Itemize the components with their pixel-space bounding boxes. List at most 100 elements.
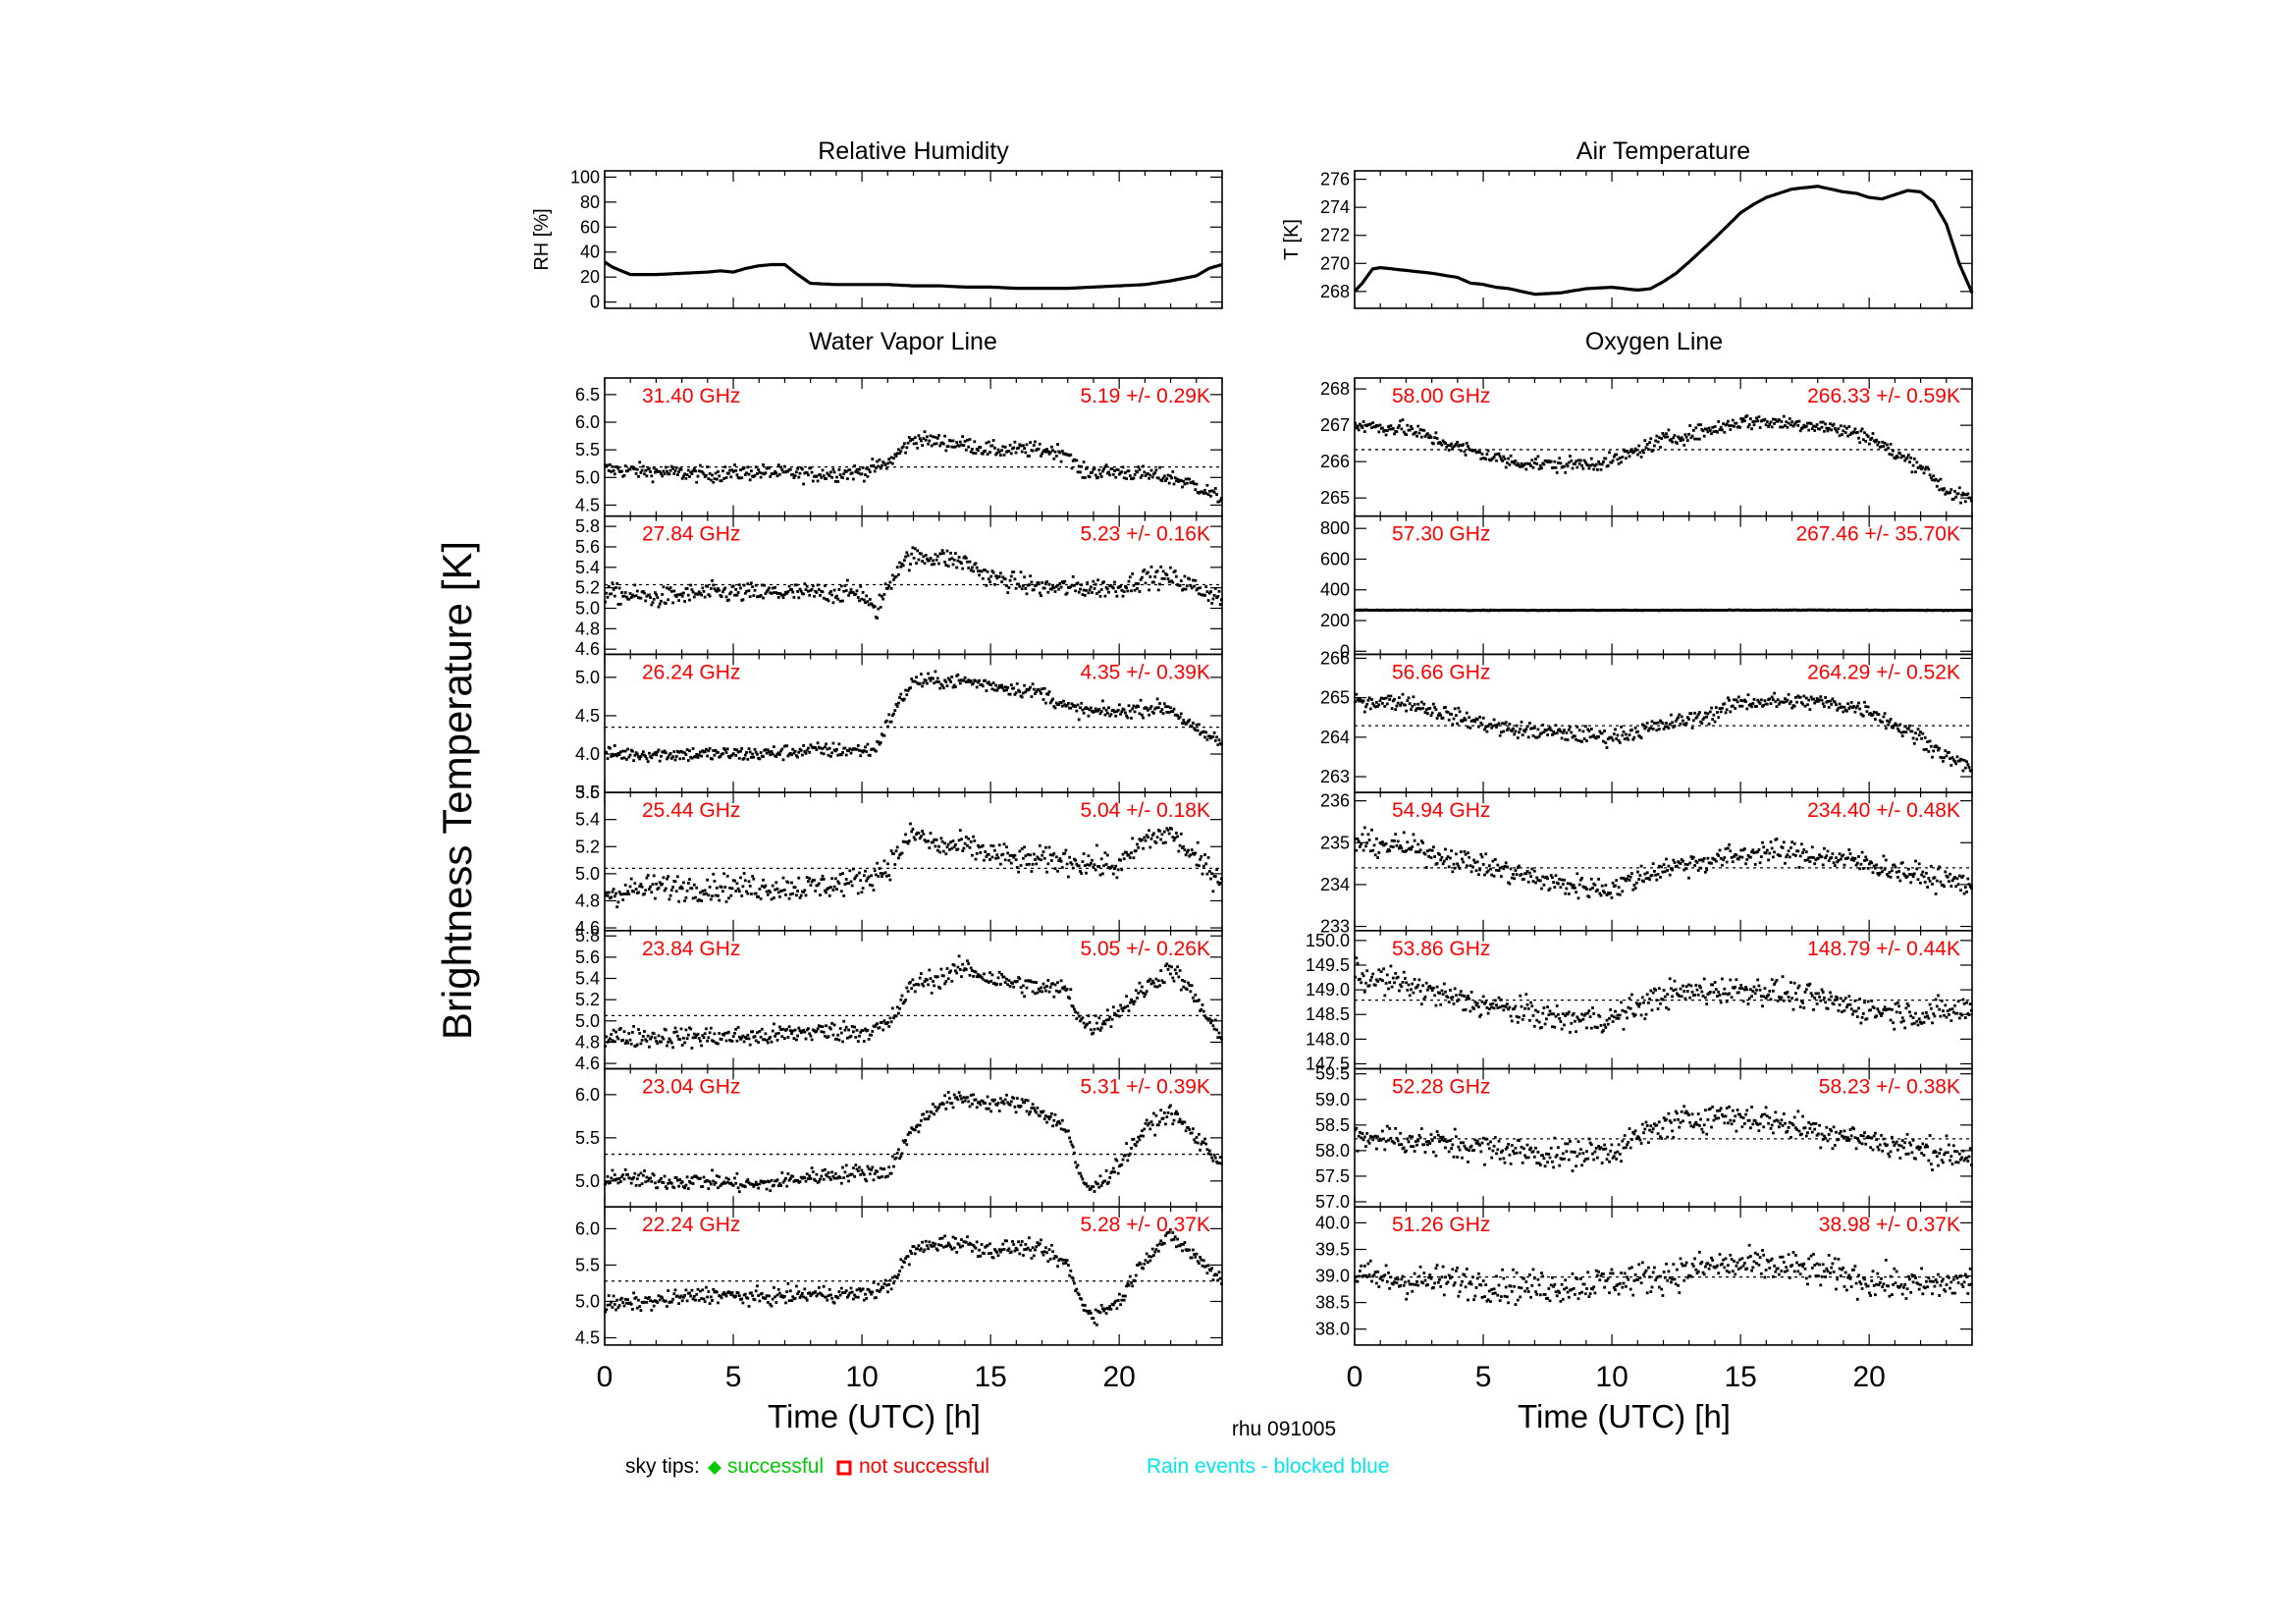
data-point [1068, 997, 1071, 1001]
data-point [697, 590, 701, 594]
data-point [1081, 1016, 1085, 1020]
data-point [1209, 494, 1212, 498]
data-point [1044, 1246, 1047, 1250]
data-point [1178, 1117, 1182, 1121]
data-point [864, 601, 867, 604]
data-point [724, 476, 728, 479]
data-point [611, 581, 614, 585]
data-point [917, 983, 921, 987]
data-point [1415, 434, 1418, 438]
data-point [678, 757, 682, 761]
data-point [1567, 460, 1571, 464]
data-point [1399, 419, 1402, 423]
data-point [1080, 1297, 1084, 1301]
data-point [686, 468, 690, 472]
data-point [986, 1244, 989, 1247]
data-point [1176, 835, 1179, 839]
data-point [793, 474, 797, 477]
data-point [1181, 722, 1184, 726]
data-point [1432, 442, 1435, 446]
data-point [871, 884, 875, 888]
data-point [999, 862, 1002, 866]
data-point [713, 587, 717, 591]
data-point [746, 1178, 750, 1181]
data-point [1035, 981, 1039, 984]
data-point [1013, 1105, 1017, 1109]
data-point [1125, 586, 1128, 590]
data-point [1020, 1240, 1024, 1243]
data-point [660, 599, 663, 603]
data-point [1079, 587, 1082, 591]
data-point [1158, 1120, 1161, 1123]
data-point [934, 558, 938, 562]
data-point [1038, 990, 1041, 993]
data-point [987, 1107, 990, 1110]
data-point [650, 1309, 654, 1312]
data-point [1898, 452, 1902, 456]
data-point [1048, 853, 1052, 857]
data-point [910, 830, 914, 834]
data-point [870, 464, 873, 467]
y-tick-label: 5.4 [575, 558, 600, 577]
data-point [881, 463, 883, 467]
data-point [892, 1164, 895, 1168]
data-point [690, 1047, 694, 1050]
data-point [843, 1291, 847, 1294]
data-point [713, 753, 717, 757]
data-point [667, 753, 671, 757]
data-point [791, 1029, 795, 1033]
data-point [1212, 1027, 1216, 1031]
data-point [1179, 1120, 1183, 1124]
data-point [1048, 451, 1052, 454]
data-point [852, 477, 855, 481]
data-point [983, 858, 986, 862]
data-point [1003, 858, 1007, 862]
data-point [776, 891, 780, 894]
data-point [1121, 852, 1125, 856]
data-point [620, 1175, 623, 1178]
data-point [1148, 979, 1150, 983]
data-point [611, 752, 614, 756]
data-point [1020, 587, 1024, 591]
data-point [978, 845, 981, 849]
data-point [690, 1288, 694, 1292]
data-point [815, 475, 819, 478]
data-point [921, 1240, 924, 1244]
data-point [776, 596, 780, 599]
data-point [1150, 1247, 1154, 1251]
data-point [616, 1306, 620, 1310]
data-point [971, 1103, 974, 1106]
data-point [662, 585, 666, 589]
data-point [1405, 433, 1408, 437]
data-point [934, 553, 937, 556]
data-point [1121, 1009, 1125, 1012]
data-point [999, 1250, 1002, 1254]
data-point [1059, 859, 1063, 863]
panel-ch2624: 3.54.04.55.0 26.24 GHz 4.35 +/- 0.39K [575, 653, 1223, 802]
data-point [1077, 590, 1081, 594]
data-point [1089, 1312, 1093, 1315]
data-point [844, 753, 848, 757]
data-point [1152, 832, 1155, 836]
data-point [610, 755, 614, 758]
data-point [1127, 579, 1131, 583]
data-point [903, 1261, 906, 1264]
data-point [945, 1101, 949, 1105]
data-point [723, 1293, 727, 1296]
data-point [988, 1102, 991, 1106]
data-point [966, 1096, 969, 1100]
data-point [1190, 725, 1194, 729]
data-point [1019, 864, 1023, 867]
data-point [631, 1031, 634, 1034]
data-point [790, 1032, 793, 1035]
data-point [951, 1106, 955, 1109]
data-point [1079, 1171, 1082, 1175]
data-point [696, 756, 700, 759]
data-point [881, 1021, 883, 1024]
data-point [1142, 464, 1145, 468]
data-point [916, 447, 920, 450]
data-point [1013, 440, 1017, 444]
data-point [641, 464, 645, 468]
data-point [1807, 428, 1811, 432]
